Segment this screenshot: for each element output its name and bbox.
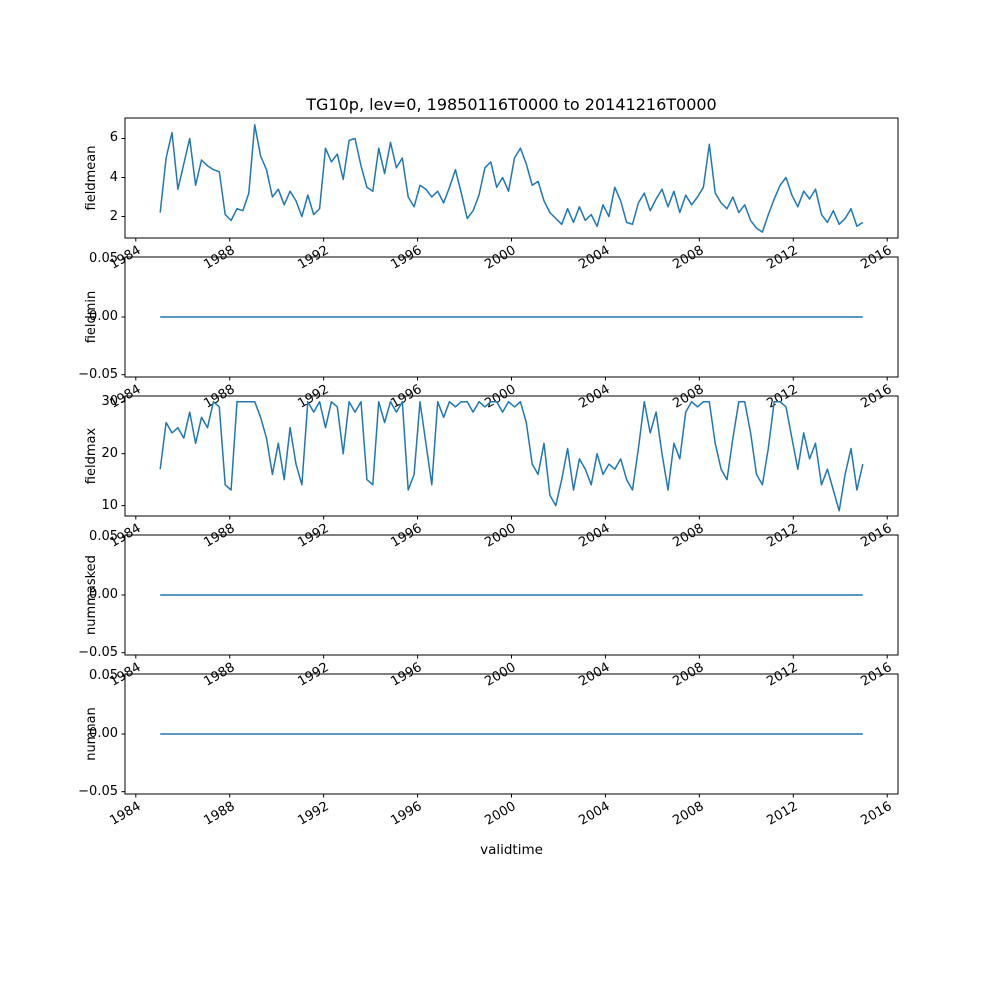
y-tick-label: 20 [101, 445, 118, 461]
plot-area-fieldmin [121, 256, 899, 381]
y-tick-label: −0.05 [78, 644, 118, 660]
x-axis-label: validtime [480, 842, 543, 858]
plot-area-nummasked [121, 534, 899, 659]
y-tick-label: 0.00 [89, 726, 118, 741]
y-tick-label: 4 [109, 169, 118, 185]
x-tick-label: 2004 [576, 799, 613, 829]
y-tick-label: 0.05 [89, 529, 118, 545]
x-tick-label: 2008 [670, 799, 707, 829]
figure-title: TG10p, lev=0, 19850116T0000 to 20141216T… [306, 95, 717, 114]
x-tick-label: 2000 [482, 799, 519, 829]
y-tick-label: 0.05 [89, 668, 118, 684]
subplot-numnan: numnan −0.05 0.00 0.05 1984 1988 1992 1996 2000… [0, 668, 1000, 829]
plot-area-fieldmean [121, 117, 899, 242]
y-tick-label: 2 [109, 208, 118, 224]
subplot-nummasked: nummasked −0.05 0.00 0.05 1984 1988 1992 1996 2… [0, 529, 1000, 690]
y-tick-label: 30 [101, 393, 118, 409]
y-tick-label: −0.05 [78, 783, 118, 799]
x-tick-label: 2016 [858, 799, 895, 829]
plot-area-numnan [121, 673, 899, 798]
subplot-fieldmax: fieldmax 10 20 30 1984 1988 1992 1996 2000 2004 2… [0, 393, 1000, 551]
y-tick-label: 0.00 [89, 587, 118, 602]
x-tick-label: 2012 [764, 799, 801, 829]
subplot-fieldmin: fieldmin −0.05 0.00 0.05 1984 1988 1992 1996 20… [0, 251, 1000, 412]
data-line-fieldmax [159, 400, 864, 512]
plot-area-fieldmax [121, 395, 899, 520]
subplot-fieldmean: fieldmean 2 4 6 1984 1988 1992 1996 2000 2004 200… [0, 117, 1000, 273]
x-tick-label: 1988 [201, 799, 238, 829]
y-tick-label: 10 [101, 497, 118, 513]
y-tick-label: 0.05 [89, 251, 118, 267]
x-tick-label: 1992 [294, 799, 332, 829]
y-tick-label: −0.05 [78, 366, 118, 382]
x-tick-label: 1996 [388, 799, 426, 829]
axes-frame [124, 395, 899, 517]
y-tick-label: 0.00 [89, 309, 118, 324]
data-line-fieldmean [159, 124, 864, 233]
x-tick-label: 1984 [107, 799, 144, 829]
y-tick-label: 6 [109, 130, 118, 146]
